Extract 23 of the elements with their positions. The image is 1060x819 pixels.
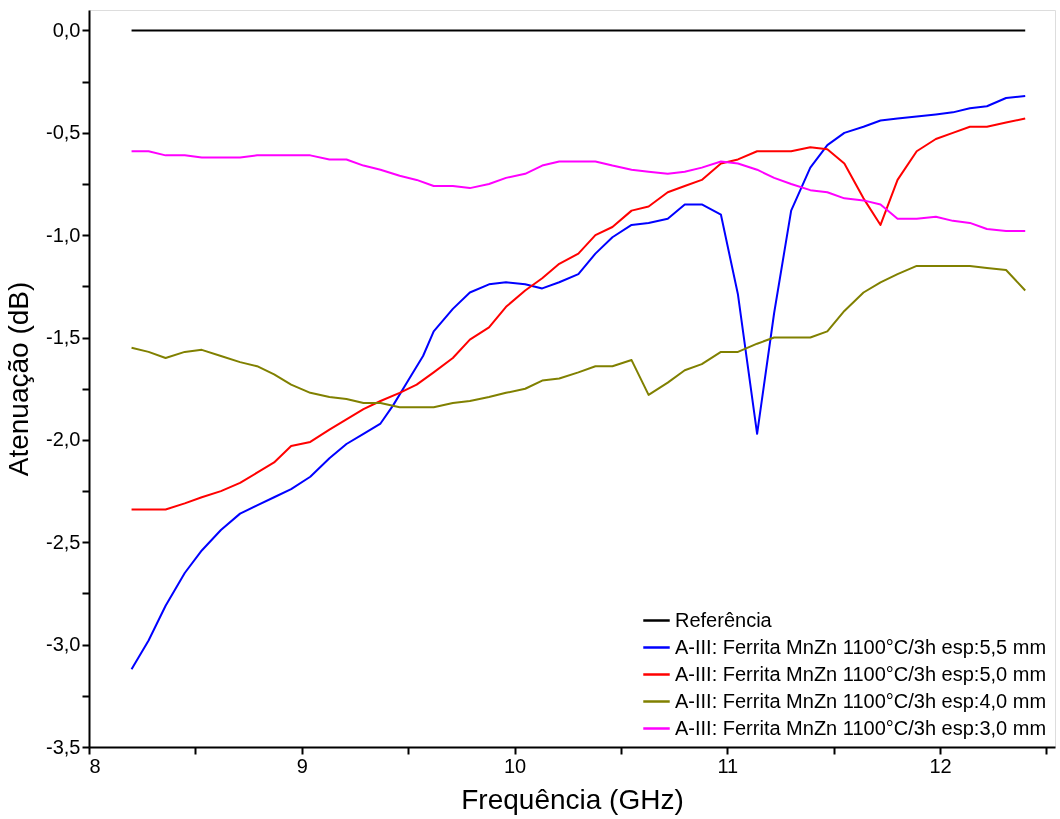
x-tick-label: 10: [503, 754, 527, 777]
y-axis-title: Atenuação (dB): [3, 281, 35, 477]
x-tick-label: 11: [717, 754, 739, 777]
legend-label: A-III: Ferrita MnZn 1100°C/3h esp:5,5 mm: [675, 635, 1047, 658]
y-tick-label: -2,5: [46, 530, 81, 553]
y-tick-label: -3,0: [46, 633, 81, 656]
legend-label: A-III: Ferrita MnZn 1100°C/3h esp:5,0 mm: [675, 662, 1047, 685]
x-tick-label: 12: [929, 754, 952, 777]
x-tick-label: 8: [89, 754, 101, 777]
line-series: [130, 117, 1027, 511]
line-series: [130, 150, 1027, 233]
y-tick-label: -2,0: [46, 428, 81, 451]
line-series: [130, 264, 1027, 409]
legend-label: A-III: Ferrita MnZn 1100°C/3h esp:4,0 mm: [675, 689, 1047, 712]
legend-label: A-III: Ferrita MnZn 1100°C/3h esp:3,0 mm: [675, 716, 1047, 739]
y-tick-label: 0,0: [52, 18, 81, 41]
y-tick-label: -0,5: [46, 121, 81, 144]
y-tick-label: -1,5: [46, 326, 81, 349]
legend-label: Referência: [675, 608, 773, 631]
x-axis-title: Frequência (GHz): [461, 783, 684, 815]
y-tick-label: -3,5: [46, 735, 81, 758]
x-tick-label: 9: [296, 754, 308, 777]
y-tick-label: -1,0: [46, 223, 81, 246]
